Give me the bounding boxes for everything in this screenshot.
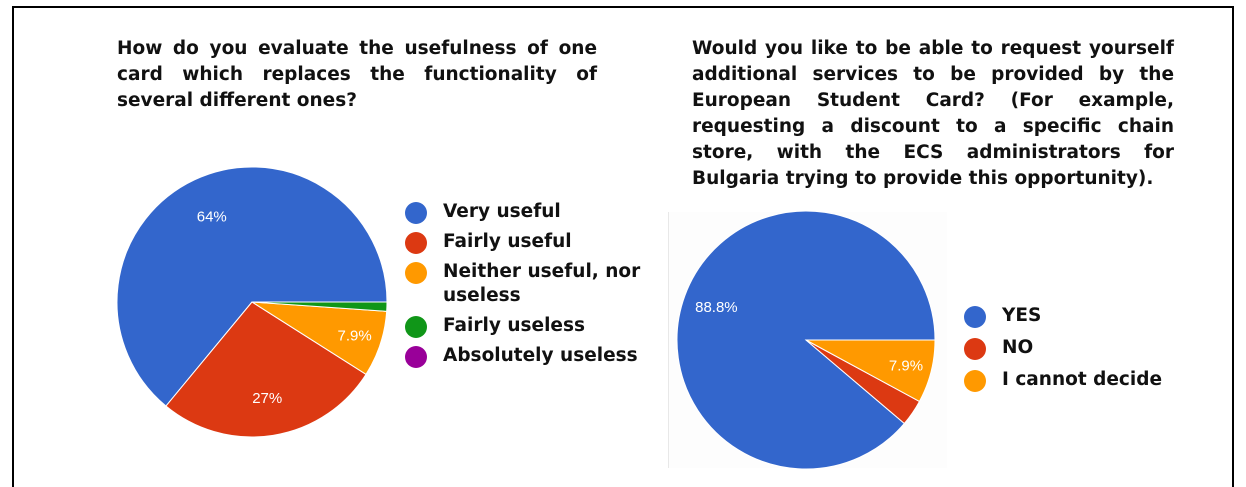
pie-label-i-cannot-decide: 7.9% <box>889 357 923 374</box>
pie-label-yes: 88.8% <box>695 299 738 316</box>
legend-item-no: NO <box>964 336 1162 360</box>
pie-label-very-useful: 64% <box>197 208 227 225</box>
legend-item-i-cannot-decide: I cannot decide <box>964 368 1162 392</box>
legend-swatch-yes <box>964 306 986 328</box>
legend-swatch-fairly-useful <box>405 232 427 254</box>
pie-slice-yes <box>676 210 936 470</box>
legend-item-yes: YES <box>964 304 1162 328</box>
pie-slice-i-cannot-decide <box>805 339 936 403</box>
legend-label-neither-useful-nor-useless: Neither useful, nor useless <box>443 261 641 306</box>
legend-label-i-cannot-decide: I cannot decide <box>1002 369 1162 390</box>
legend-swatch-i-cannot-decide <box>964 370 986 392</box>
legend-item-absolutely-useless: Absolutely useless <box>405 344 688 368</box>
legend-swatch-absolutely-useless <box>405 346 427 368</box>
legend-label-fairly-useless: Fairly useless <box>443 315 585 336</box>
legend-label-very-useful: Very useful <box>443 201 561 222</box>
legend-additional-services: YES NO I cannot decide <box>964 304 1162 400</box>
legend-usefulness: Very useful Fairly useful Neither useful, … <box>405 200 688 374</box>
pie-slice-fairly-useless <box>251 301 388 312</box>
legend-item-very-useful: Very useful <box>405 200 688 224</box>
legend-swatch-fairly-useless <box>405 316 427 338</box>
legend-label-fairly-useful: Fairly useful <box>443 231 572 252</box>
pie-slice-very-useful <box>116 166 388 407</box>
pie-label-fairly-useful: 27% <box>252 390 282 407</box>
pie-chart-usefulness: 64% 27% 7.9% <box>116 166 388 438</box>
legend-item-fairly-useless: Fairly useless <box>405 314 688 338</box>
legend-item-neither-useful-nor-useless: Neither useful, nor useless <box>405 260 688 308</box>
legend-swatch-neither-useful-nor-useless <box>405 262 427 284</box>
legend-label-yes: YES <box>1002 305 1042 326</box>
pie-slice-fairly-useful <box>165 301 367 438</box>
pie-label-neither-useful-nor-useless: 7.9% <box>338 328 372 345</box>
legend-label-absolutely-useless: Absolutely useless <box>443 345 638 366</box>
legend-label-no: NO <box>1002 337 1034 358</box>
chart-2-title: Would you like to be able to request you… <box>692 38 1174 189</box>
legend-item-fairly-useful: Fairly useful <box>405 230 688 254</box>
pie-chart-additional-services: 88.8% 7.9% <box>676 210 936 470</box>
legend-swatch-very-useful <box>405 202 427 224</box>
legend-swatch-no <box>964 338 986 360</box>
chart-1-title: How do you evaluate the usefulness of on… <box>117 38 597 111</box>
